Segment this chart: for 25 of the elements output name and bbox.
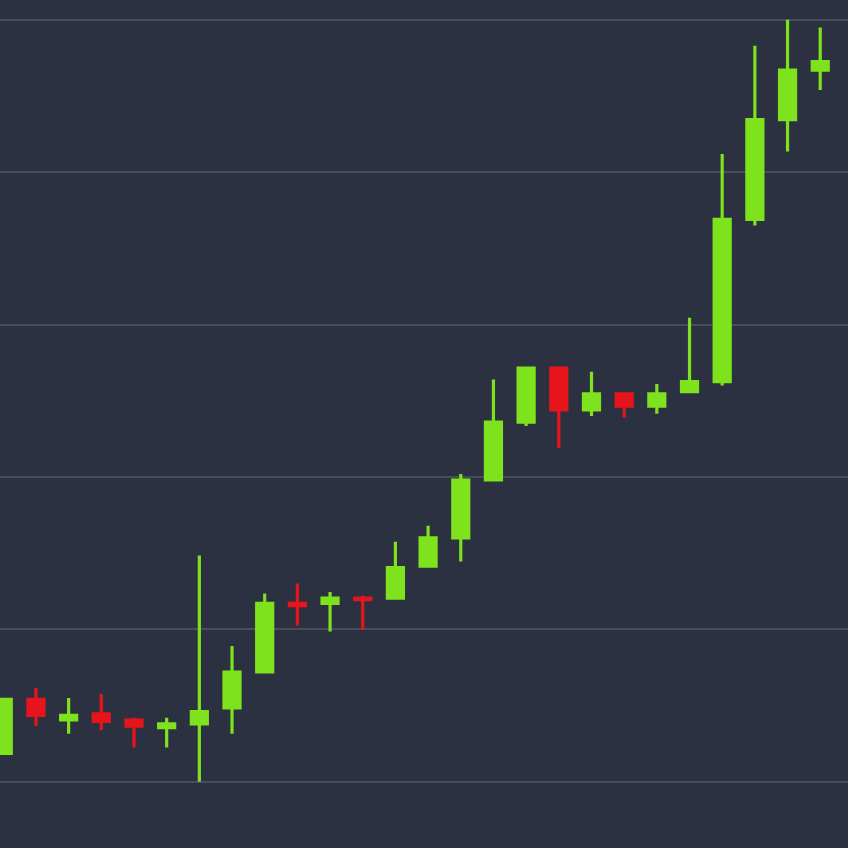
candlestick <box>810 25 830 92</box>
candlestick <box>581 370 602 418</box>
candlestick <box>418 524 438 568</box>
candlestick <box>777 18 798 154</box>
candlestick <box>679 316 700 394</box>
candlestick <box>222 644 242 736</box>
candlestick <box>26 686 46 728</box>
candlestick <box>712 152 732 388</box>
candlestick <box>320 590 340 634</box>
candlestick <box>385 540 406 600</box>
candlestick <box>189 553 209 784</box>
candlestick <box>353 594 373 632</box>
candlestick <box>124 716 144 750</box>
candlestick <box>549 366 569 450</box>
candlestick <box>59 696 79 736</box>
candlestick <box>647 382 667 416</box>
candlestick <box>516 366 536 428</box>
candlestick <box>451 472 471 564</box>
candlestick <box>614 392 634 420</box>
candlestick <box>745 44 765 228</box>
candlestick <box>287 582 307 628</box>
candlestick <box>157 716 177 750</box>
candlestick <box>91 692 111 732</box>
candlestick <box>255 591 275 676</box>
candlestick <box>483 377 504 484</box>
